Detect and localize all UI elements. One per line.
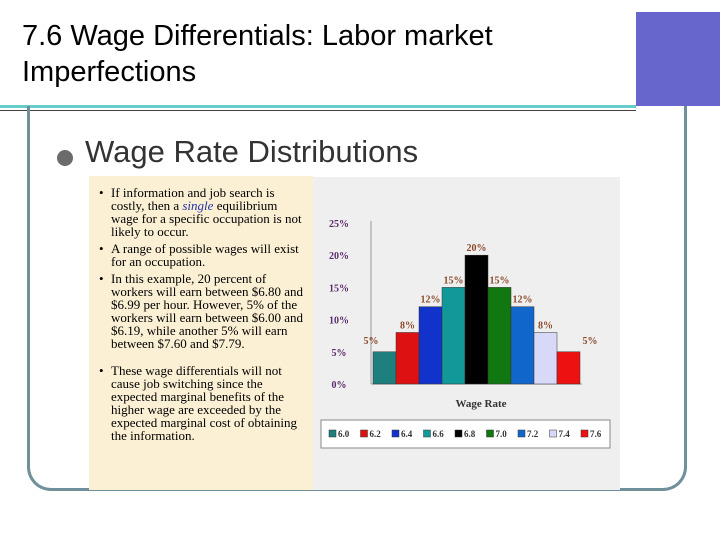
bar-6.2 <box>395 332 420 385</box>
legend-swatch <box>517 429 526 438</box>
y-tick-label: 10% <box>329 316 349 327</box>
legend-swatch <box>328 429 337 438</box>
bar-7.4 <box>533 332 558 385</box>
legend-label: 6.8 <box>464 429 476 439</box>
title-band: 7.6 Wage Differentials: Labor market Imp… <box>0 12 720 111</box>
paragraph-1-end: equilibrium wage for a specific occupati… <box>111 198 302 239</box>
legend-label: 7.4 <box>559 429 571 439</box>
legend-swatch <box>423 429 431 438</box>
data-label-6.4: 12% <box>421 295 441 306</box>
bar-6.8 <box>464 254 489 385</box>
data-label-6.8: 20% <box>467 243 487 254</box>
chart-panel: Wage Rate 0% 5% 10% 15% 20% 25% 5% 8% 12% 15% 20%… <box>313 177 620 490</box>
y-tick-label: 0% <box>332 380 347 391</box>
slide-title: 7.6 Wage Differentials: Labor market Imp… <box>22 18 622 90</box>
paragraph-2: A range of possible wages will exist for… <box>99 242 307 268</box>
title-area: 7.6 Wage Differentials: Labor market Imp… <box>0 12 636 111</box>
paragraph-1: If information and job search is costly,… <box>99 186 307 238</box>
bars: 5%8%12%15%20%15%12%8%5% <box>364 243 598 385</box>
explanation-panel: If information and job search is costly,… <box>89 176 313 490</box>
data-label-7.2: 12% <box>513 295 533 306</box>
data-label-7.4: 8% <box>538 320 553 331</box>
legend-label: 7.2 <box>527 429 539 439</box>
y-tick-label: 20% <box>329 251 349 262</box>
title-rule <box>0 105 636 108</box>
legend-swatch <box>549 429 557 438</box>
title-line-2: Imperfections <box>22 56 197 88</box>
legend-swatch <box>454 429 463 438</box>
legend-label: 6.0 <box>338 429 350 439</box>
paragraph-1-emphasis: single <box>182 198 214 213</box>
wage-distribution-chart: Wage Rate 0%5%10%15%20%25% 5%8%12%15%20%… <box>320 219 611 449</box>
y-tick-label: 25% <box>329 219 349 230</box>
legend-label: 6.6 <box>433 429 445 439</box>
title-underline <box>0 110 636 111</box>
legend-label: 7.6 <box>590 429 602 439</box>
bullet-dot-icon <box>57 150 73 166</box>
bar-7.2 <box>510 306 535 385</box>
legend-label: 6.2 <box>370 429 382 439</box>
legend-swatch <box>391 429 400 438</box>
legend-box <box>320 419 611 449</box>
bar-6.4 <box>418 306 443 385</box>
data-label-7.0: 15% <box>490 275 510 286</box>
y-tick-label: 15% <box>329 283 349 294</box>
data-label-6.6: 15% <box>444 275 464 286</box>
bullet-text: Wage Rate Distributions <box>85 134 419 169</box>
paragraph-4: These wage differentials will not cause … <box>99 364 307 442</box>
y-tick-label: 5% <box>332 348 347 359</box>
legend: 6.0 6.2 6.4 6.6 6.8 7.0 7.2 7.4 7.6 <box>328 429 602 439</box>
bar-6.0 <box>372 351 397 385</box>
data-label-6.0: 5% <box>364 336 379 347</box>
paragraph-3: In this example, 20 percent of workers w… <box>99 272 307 350</box>
x-axis-label: Wage Rate <box>455 398 506 410</box>
bar-7.0 <box>487 287 512 385</box>
bar-6.6 <box>441 287 466 385</box>
legend-label: 7.0 <box>496 429 508 439</box>
data-label-6.2: 8% <box>400 320 415 331</box>
bar-7.6 <box>556 351 581 385</box>
legend-label: 6.4 <box>401 429 413 439</box>
legend-swatch <box>360 429 368 438</box>
legend-swatch <box>486 429 494 438</box>
title-line-1: 7.6 Wage Differentials: Labor market <box>22 20 493 52</box>
data-label-7.6: 5% <box>583 336 598 347</box>
paragraph-1-start: If information and job search is costly,… <box>111 185 275 213</box>
legend-swatch <box>580 429 589 438</box>
